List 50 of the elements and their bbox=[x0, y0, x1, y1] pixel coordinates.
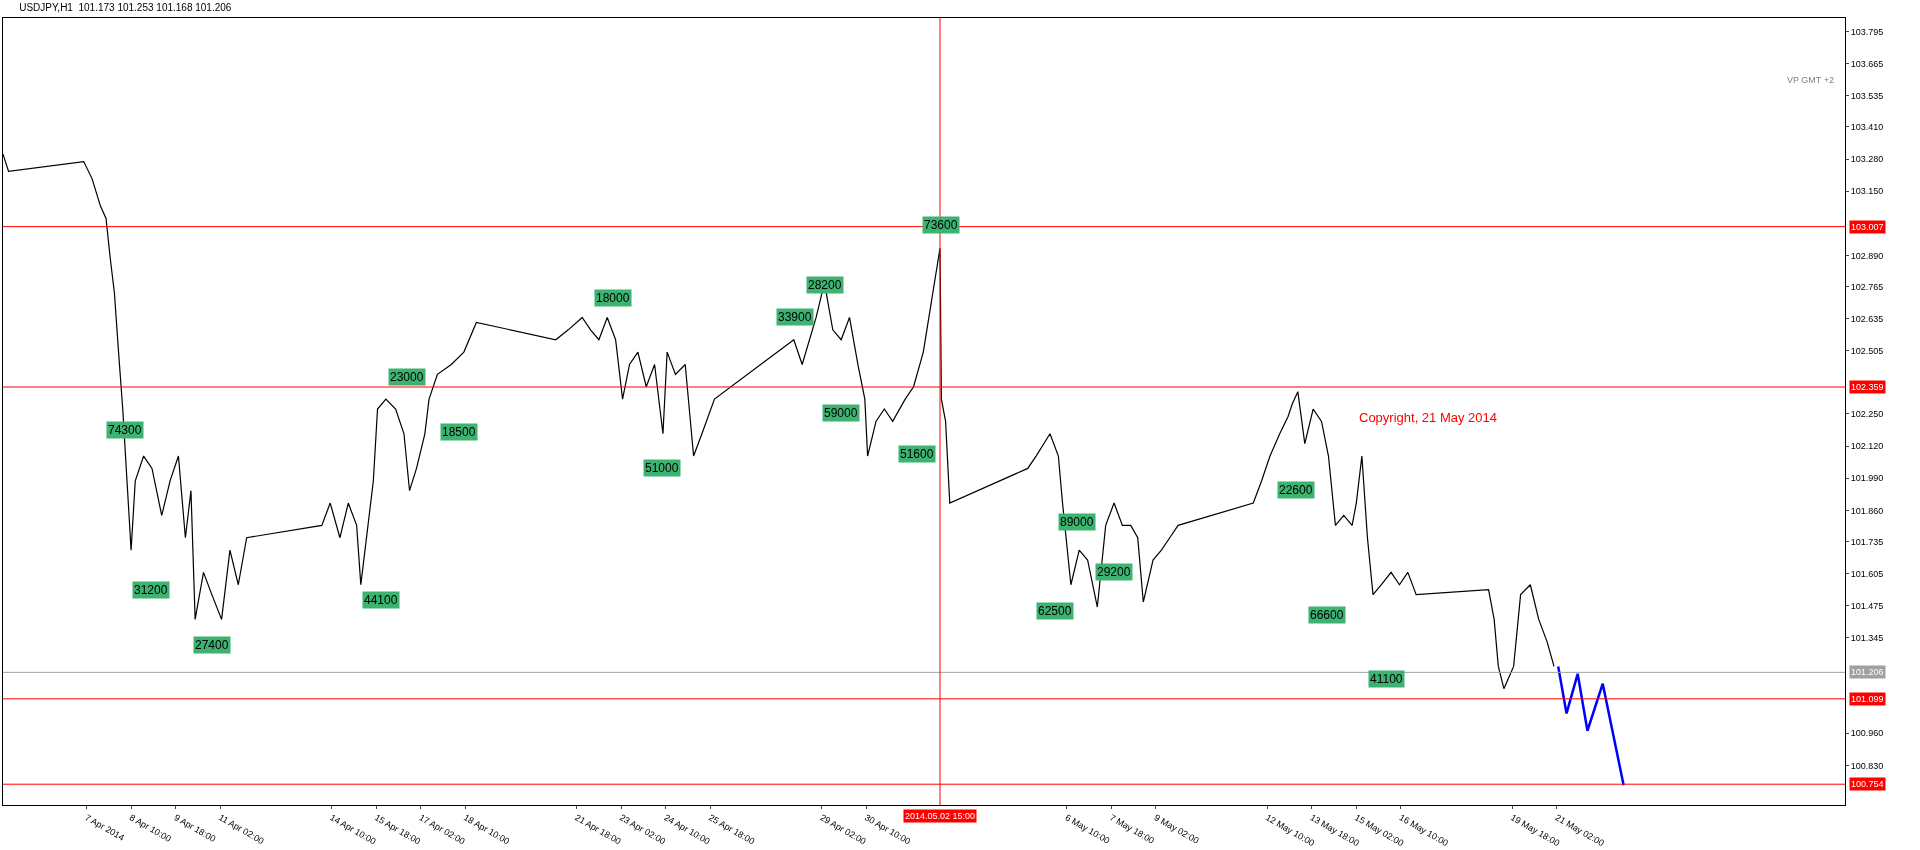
y-tick-label: 103.150 bbox=[1850, 186, 1884, 197]
y-tick-label: 103.795 bbox=[1850, 26, 1884, 37]
y-tick-label: 101.735 bbox=[1850, 536, 1884, 547]
annotation: 51000 bbox=[645, 461, 679, 475]
y-tick-label: 101.860 bbox=[1850, 505, 1884, 516]
annotation: 74300 bbox=[108, 423, 142, 437]
annotation: Copyright, 21 May 2014 bbox=[1359, 410, 1498, 425]
annotation: 51600 bbox=[900, 447, 934, 461]
ref-line-label: 101.206 bbox=[1851, 667, 1884, 677]
x-tick-label: 8 Apr 10:00 bbox=[127, 812, 173, 844]
ref-line-label: 103.007 bbox=[1851, 222, 1884, 232]
y-tick-label: 102.635 bbox=[1850, 313, 1884, 324]
annotation: 62500 bbox=[1038, 604, 1072, 618]
ref-line-label: 2014.05.02 15:00 bbox=[905, 811, 976, 821]
annotation: 31200 bbox=[134, 583, 168, 597]
annotation: 89000 bbox=[1060, 515, 1094, 529]
annotation: 22600 bbox=[1279, 483, 1313, 497]
y-tick-label: 103.410 bbox=[1850, 122, 1884, 133]
annotation: 59000 bbox=[824, 406, 858, 420]
y-tick-label: 102.505 bbox=[1850, 346, 1884, 357]
annotation: 23000 bbox=[390, 370, 424, 384]
y-tick-label: 101.475 bbox=[1850, 600, 1884, 611]
annotation: 29200 bbox=[1097, 565, 1131, 579]
y-tick-label: 102.890 bbox=[1850, 250, 1884, 261]
annotation: 18500 bbox=[442, 425, 476, 439]
y-tick-label: 100.830 bbox=[1850, 760, 1884, 771]
y-tick-label: 101.345 bbox=[1850, 633, 1884, 644]
annotation: 41100 bbox=[1370, 672, 1403, 686]
y-tick-label: 103.535 bbox=[1850, 91, 1884, 102]
ref-line-label: 102.359 bbox=[1851, 382, 1884, 392]
line-series bbox=[1556, 665, 1625, 787]
y-tick-label: 100.960 bbox=[1850, 728, 1884, 739]
annotation: 27400 bbox=[195, 638, 229, 652]
annotation: VP GMT +2 bbox=[1787, 75, 1834, 85]
y-tick-label: 103.665 bbox=[1850, 58, 1884, 69]
y-tick-label: 102.250 bbox=[1850, 409, 1884, 420]
chart-title: USDJPY,H1 101.173 101.253 101.168 101.206 bbox=[19, 2, 232, 14]
ref-line-label: 100.754 bbox=[1851, 779, 1884, 789]
y-tick-label: 102.120 bbox=[1850, 441, 1884, 452]
annotation: 44100 bbox=[364, 593, 398, 607]
x-tick-label: 7 Apr 2014 bbox=[83, 812, 126, 843]
y-tick-label: 103.280 bbox=[1850, 154, 1884, 165]
annotation: 33900 bbox=[778, 310, 812, 324]
y-tick-label: 101.605 bbox=[1850, 568, 1884, 579]
annotation: 73600 bbox=[924, 218, 958, 232]
annotation: 66600 bbox=[1310, 608, 1344, 622]
y-tick-label: 101.990 bbox=[1850, 473, 1884, 484]
annotation: 18000 bbox=[596, 291, 630, 305]
y-tick-label: 102.765 bbox=[1850, 281, 1884, 292]
ref-line-label: 101.099 bbox=[1851, 694, 1884, 704]
